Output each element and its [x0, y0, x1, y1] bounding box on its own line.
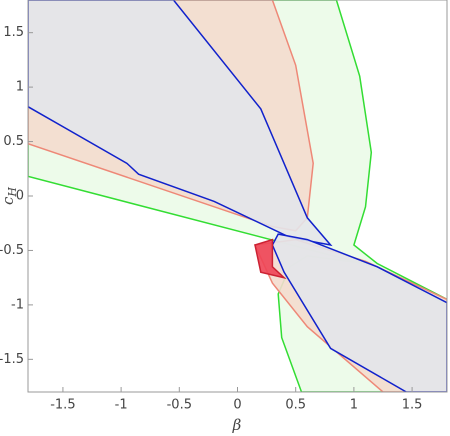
- y-tick-label: -1: [11, 297, 24, 312]
- y-tick-label: -1.5: [0, 352, 24, 367]
- y-tick-label: 0: [16, 189, 24, 204]
- y-tick-label: 1: [16, 80, 24, 95]
- y-tick-label: 1.5: [3, 25, 24, 40]
- x-tick-label: -1: [115, 398, 128, 413]
- x-tick-label: -0.5: [167, 398, 192, 413]
- x-tick-label: -1.5: [50, 398, 75, 413]
- region: [271, 233, 447, 392]
- y-tick-label: 0.5: [3, 134, 24, 149]
- x-tick-label: 1.5: [402, 398, 423, 413]
- y-tick-label: -0.5: [0, 243, 24, 258]
- plot-area: [28, 0, 447, 392]
- y-axis-label-sub: H: [6, 187, 19, 198]
- y-axis-label-main: c: [0, 196, 17, 205]
- x-axis-label: β: [232, 416, 242, 434]
- region: [254, 238, 287, 280]
- x-tick-label: 1: [350, 398, 358, 413]
- x-tick-label: 0: [233, 398, 241, 413]
- x-tick-label: 0.5: [285, 398, 306, 413]
- y-axis-label: cH: [0, 187, 19, 205]
